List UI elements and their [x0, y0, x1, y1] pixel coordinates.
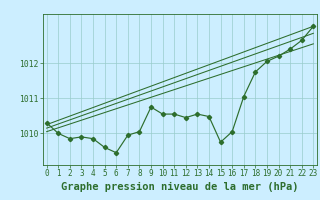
X-axis label: Graphe pression niveau de la mer (hPa): Graphe pression niveau de la mer (hPa)	[61, 182, 299, 192]
